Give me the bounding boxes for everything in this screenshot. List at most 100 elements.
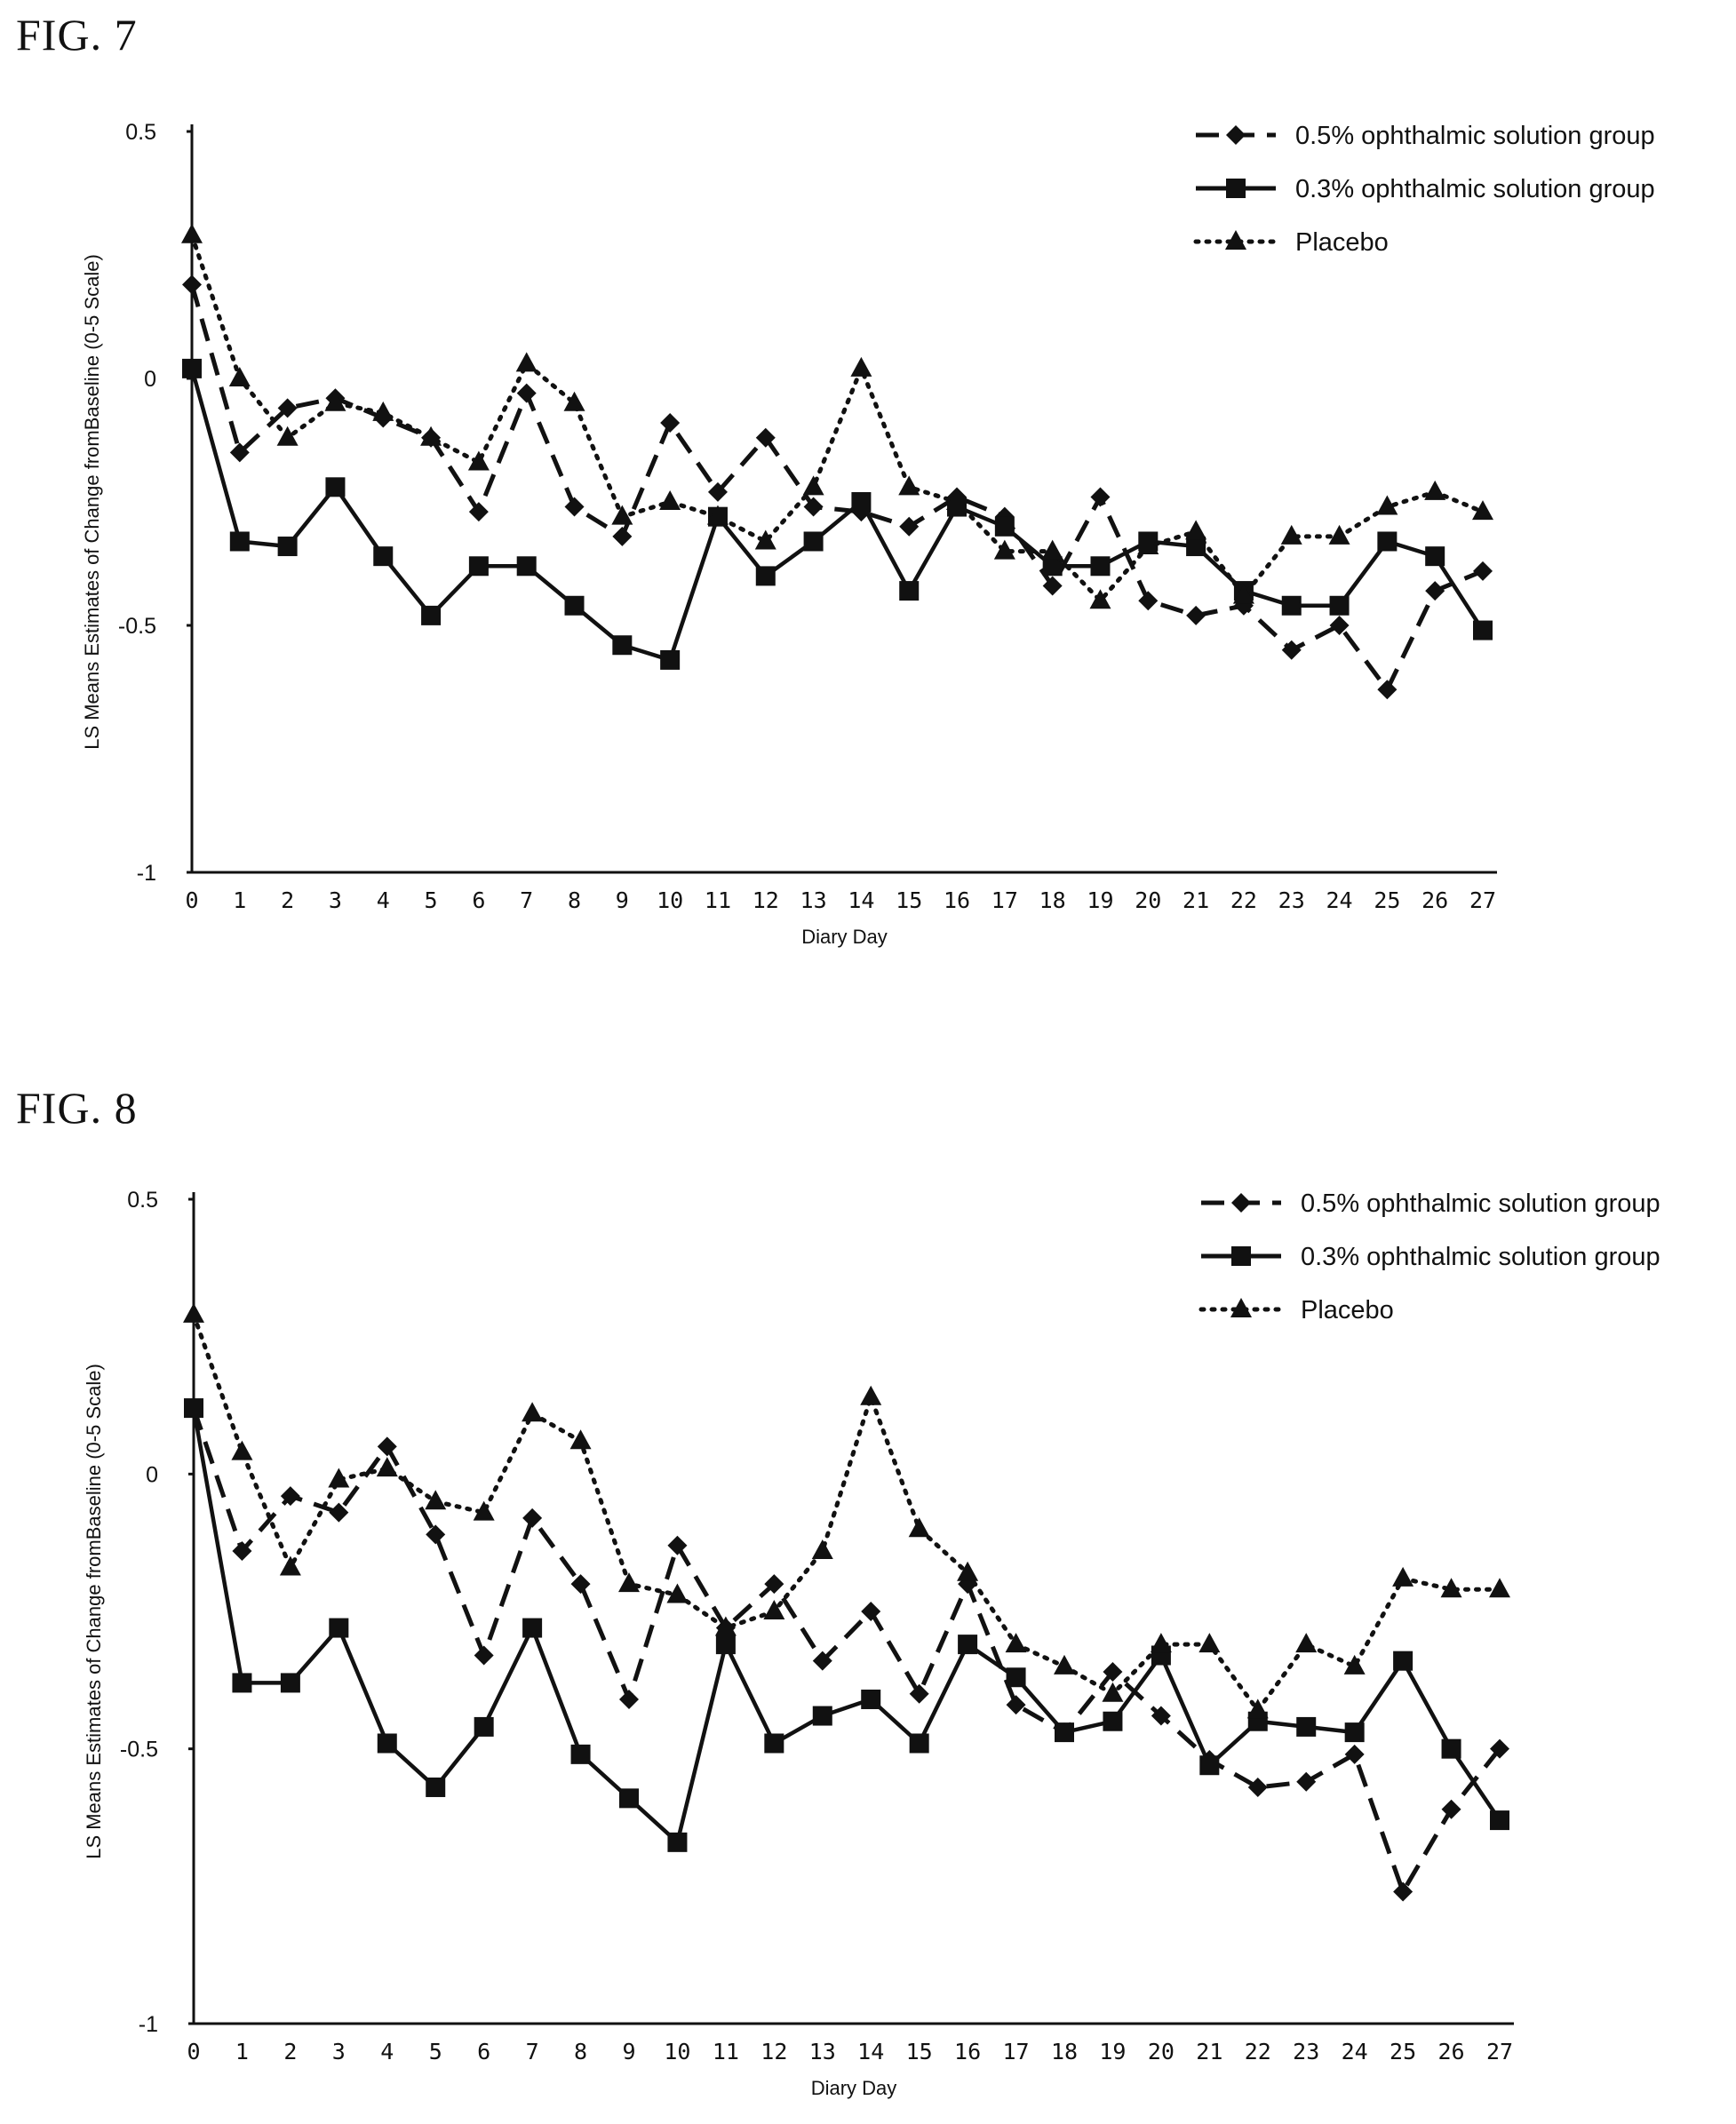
series-line	[191, 1312, 1502, 1713]
x-tick-label: 19	[1099, 2039, 1126, 2064]
data-point	[1138, 591, 1159, 611]
data-point	[324, 391, 346, 411]
x-tick-label: 7	[526, 2039, 539, 2064]
data-point	[619, 1788, 639, 1809]
data-point	[860, 1385, 882, 1405]
x-tick-label: 10	[657, 887, 683, 913]
data-point	[1490, 1810, 1509, 1831]
data-point	[184, 1398, 203, 1419]
data-point	[1090, 556, 1111, 577]
y-tick-label: -1	[137, 861, 156, 886]
data-point	[1441, 1738, 1461, 1759]
x-tick-label: 21	[1183, 887, 1209, 913]
data-point	[229, 531, 250, 552]
x-tick-label: 12	[753, 887, 779, 913]
data-point	[325, 477, 346, 497]
data-point	[421, 605, 442, 625]
data-point	[564, 497, 585, 517]
data-point	[1281, 595, 1302, 616]
x-tick-label: 13	[809, 2039, 836, 2064]
x-tick-label: 3	[332, 2039, 346, 2064]
legend-marker	[1231, 1246, 1251, 1266]
data-point	[1041, 539, 1063, 560]
x-tick-label: 5	[425, 887, 438, 913]
data-point	[1042, 576, 1063, 596]
data-point	[1344, 1722, 1365, 1743]
x-tick-label: 4	[380, 2039, 394, 2064]
data-point	[812, 1651, 832, 1671]
x-tick-label: 25	[1390, 2039, 1416, 2064]
data-point	[1103, 1711, 1123, 1731]
data-point	[467, 450, 490, 471]
x-tick-label: 15	[896, 887, 922, 913]
data-point	[420, 426, 442, 446]
data-point	[909, 1733, 929, 1754]
data-point	[372, 401, 394, 421]
x-tick-label: 21	[1196, 2039, 1222, 2064]
y-axis-title: LS Means Estimates of Change fromBaselin…	[81, 254, 103, 750]
data-point	[659, 490, 681, 510]
data-point	[280, 1673, 300, 1693]
legend-marker	[1231, 1193, 1251, 1213]
data-point	[1042, 556, 1063, 577]
data-point	[612, 526, 633, 546]
data-point	[1054, 1654, 1075, 1675]
data-point	[958, 1635, 978, 1655]
x-tick-label: 22	[1230, 887, 1257, 913]
data-point	[1472, 500, 1493, 521]
figure-7-title: FIG. 7	[16, 10, 138, 60]
data-point	[1424, 480, 1446, 500]
data-point	[1392, 1566, 1414, 1587]
x-tick-label: 12	[760, 2039, 787, 2064]
y-tick-label: 0	[144, 367, 156, 392]
data-point	[1377, 531, 1398, 552]
x-tick-label: 20	[1135, 887, 1161, 913]
legend-label: 0.3% ophthalmic solution group	[1295, 175, 1655, 203]
data-point	[1280, 524, 1302, 545]
data-point	[1376, 495, 1398, 515]
y-tick-label: -1	[139, 2012, 158, 2037]
x-tick-label: 8	[574, 2039, 587, 2064]
data-point	[377, 1436, 397, 1457]
data-point	[1005, 1633, 1027, 1653]
data-point	[426, 1777, 446, 1797]
y-tick-label: -0.5	[118, 614, 156, 639]
data-point	[1246, 1698, 1269, 1719]
data-point	[993, 539, 1015, 560]
data-point	[1473, 620, 1493, 640]
fig8-line-chart: 0.50-0.5-10 1 2 3 4 5 6 7 8 9 10 11 12 13 14 15 16 17 18 19…	[83, 1188, 1660, 2099]
data-point	[803, 497, 824, 517]
x-tick-label: 16	[954, 2039, 981, 2064]
data-point	[1198, 1633, 1221, 1653]
data-point	[280, 1486, 300, 1507]
x-tick-label: 19	[1087, 887, 1113, 913]
legend-marker	[1230, 1298, 1252, 1317]
legend-item: Placebo	[1193, 228, 1389, 257]
data-point	[468, 556, 489, 577]
data-point	[329, 1502, 349, 1523]
legend-label: Placebo	[1301, 1296, 1394, 1325]
legend-label: 0.5% ophthalmic solution group	[1295, 122, 1655, 150]
x-tick-label: 11	[713, 2039, 739, 2064]
data-point	[1151, 1706, 1171, 1726]
legend-label: 0.3% ophthalmic solution group	[1301, 1243, 1660, 1271]
data-point	[707, 481, 728, 502]
x-tick-label: 26	[1438, 2039, 1465, 2064]
data-point	[666, 1583, 689, 1603]
data-point	[898, 475, 920, 496]
legend-item: 0.3% ophthalmic solution group	[1196, 175, 1655, 203]
data-point	[516, 383, 537, 403]
x-tick-label: 23	[1293, 2039, 1319, 2064]
series-square	[182, 358, 1493, 670]
x-tick-label: 1	[235, 2039, 249, 2064]
data-point	[861, 1602, 881, 1621]
x-tick-label: 16	[944, 887, 970, 913]
data-point	[569, 1429, 592, 1450]
data-point	[811, 1539, 833, 1559]
x-tick-label: 9	[616, 887, 629, 913]
data-point	[612, 635, 633, 656]
x-tick-label: 23	[1278, 887, 1305, 913]
x-tick-label: 17	[1003, 2039, 1030, 2064]
data-point	[764, 1733, 784, 1754]
data-point	[1295, 1633, 1318, 1653]
